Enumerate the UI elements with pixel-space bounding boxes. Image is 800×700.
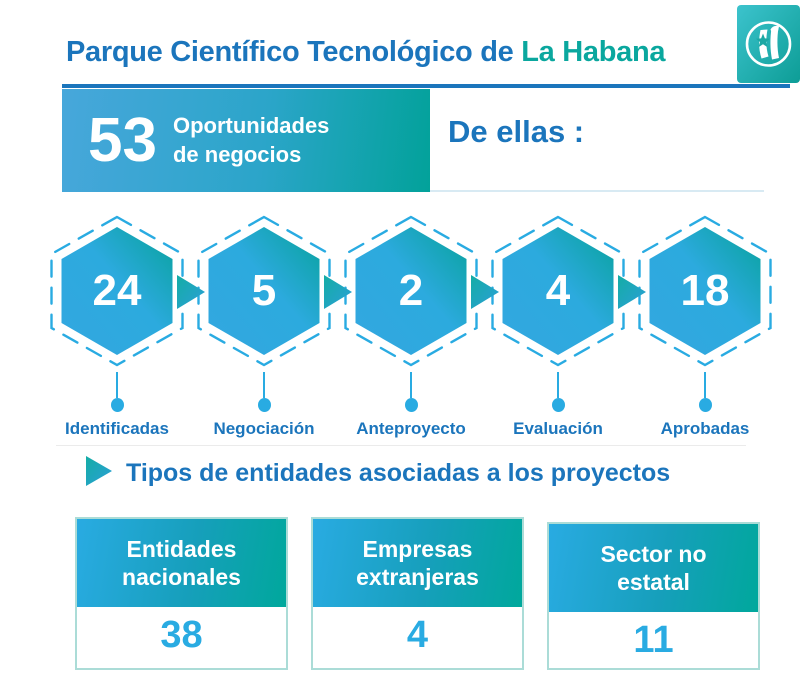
hexagon: 18 <box>630 212 780 370</box>
section-title: Tipos de entidades asociadas a los proye… <box>126 459 671 487</box>
stage-connector-line <box>557 372 559 398</box>
stage-label: Evaluación <box>513 419 603 438</box>
stage-dot <box>404 398 418 412</box>
entities-cards: Entidades nacionales 38 Empresas extranj… <box>75 517 760 670</box>
card-value: 11 <box>633 618 674 661</box>
stage-label: Identificadas <box>65 419 169 438</box>
stage-value: 24 <box>92 266 142 315</box>
stage-connector-line <box>263 372 265 398</box>
stage-aprobadas: 18 Aprobadas <box>630 212 780 439</box>
page-title-main: Parque Científico Tecnológico de <box>66 36 514 68</box>
arrow-right-icon <box>618 275 646 314</box>
card-empresas-extranjeras: Empresas extranjeras 4 <box>311 517 524 670</box>
de-ellas-label: De ellas : <box>448 114 585 149</box>
stage-connector-line <box>704 372 706 398</box>
section-title-row: Tipos de entidades asociadas a los proye… <box>86 456 670 491</box>
opportunities-banner: 53 Oportunidades de negocios <box>62 89 430 192</box>
banner-baseline <box>430 190 764 192</box>
stage-dot <box>110 398 124 412</box>
hexagon: 4 <box>483 212 633 370</box>
opportunities-count: 53 <box>88 105 157 175</box>
card-value: 38 <box>160 613 203 656</box>
stage-label: Aprobadas <box>660 419 750 438</box>
card-entidades-nacionales: Entidades nacionales 38 <box>75 517 288 670</box>
card-label: Entidades nacionales <box>77 519 286 607</box>
stage-label: Anteproyecto <box>356 419 466 438</box>
stage-negociacion: 5 Negociación <box>189 212 339 439</box>
hexagon: 2 <box>336 212 486 370</box>
stage-value: 2 <box>398 266 424 315</box>
stage-dot <box>551 398 565 412</box>
hexagon: 5 <box>189 212 339 370</box>
habana-park-logo-icon <box>737 5 800 83</box>
stage-dot <box>257 398 271 412</box>
stage-evaluacion: 4 Evaluación <box>483 212 633 439</box>
arrow-right-icon <box>177 275 205 314</box>
stage-connector-line <box>116 372 118 398</box>
stage-connector-line <box>410 372 412 398</box>
arrow-right-icon <box>324 275 352 314</box>
stages-pipeline: 24 Identificadas 5 Negociación <box>0 212 800 444</box>
stage-label: Negociación <box>213 419 315 438</box>
page-title: Parque Científico Tecnológico de La Haba… <box>66 36 666 69</box>
stage-dot <box>698 398 712 412</box>
page-title-highlight: La Habana <box>521 36 666 68</box>
stage-anteproyecto: 2 Anteproyecto <box>336 212 486 439</box>
opportunities-label: Oportunidades de negocios <box>172 113 330 167</box>
card-sector-no-estatal: Sector no estatal 11 <box>547 522 760 670</box>
card-label: Sector no estatal <box>549 524 758 612</box>
arrow-right-icon <box>471 275 499 314</box>
card-value: 4 <box>406 613 429 656</box>
stage-value: 18 <box>680 266 730 315</box>
stage-value: 5 <box>251 266 277 315</box>
triangle-right-icon <box>86 456 112 491</box>
title-underline <box>62 84 790 88</box>
card-label: Empresas extranjeras <box>313 519 522 607</box>
stage-value: 4 <box>545 266 571 315</box>
section-divider <box>56 445 746 446</box>
logo-star-icon <box>755 33 771 48</box>
hexagon: 24 <box>42 212 192 370</box>
stage-identificadas: 24 Identificadas <box>42 212 192 439</box>
